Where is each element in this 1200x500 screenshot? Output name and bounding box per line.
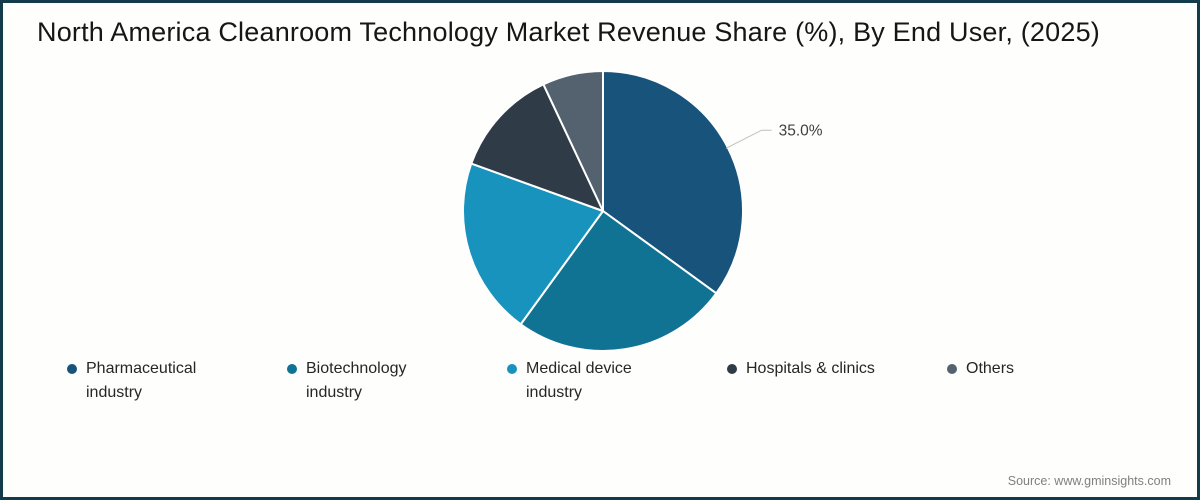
pie-slice-1[interactable]	[519, 210, 718, 352]
legend-swatch-icon	[67, 364, 77, 374]
pie-slice-3[interactable]	[470, 83, 604, 212]
legend-label: Medical device industry	[526, 360, 632, 401]
pie-chart-svg: 35.0%	[462, 70, 823, 352]
legend-item-0[interactable]: Pharmaceutical industry	[67, 357, 287, 405]
legend-item-2[interactable]: Medical device industry	[507, 357, 727, 405]
callout-leader-line	[725, 129, 772, 149]
legend-swatch-icon	[507, 364, 517, 374]
pie-slice-2[interactable]	[462, 162, 604, 326]
legend-label: Biotechnology industry	[306, 360, 407, 401]
chart-title: North America Cleanroom Technology Marke…	[37, 17, 1100, 47]
data-label: 35.0%	[779, 123, 823, 140]
legend-swatch-icon	[727, 364, 737, 374]
legend-swatch-icon	[947, 364, 957, 374]
legend-item-1[interactable]: Biotechnology industry	[287, 357, 507, 405]
legend-item-4[interactable]: Others	[947, 357, 1167, 405]
pie-chart: 35.0%	[3, 3, 1197, 497]
legend-swatch-icon	[287, 364, 297, 374]
pie-slice-4[interactable]	[542, 70, 604, 212]
source-credit: Source: www.gminsights.com	[1007, 474, 1171, 488]
legend-label: Others	[966, 360, 1015, 377]
legend-label: Pharmaceutical industry	[86, 360, 197, 401]
legend: Pharmaceutical industry Biotechnology ind…	[67, 357, 1167, 405]
legend-item-3[interactable]: Hospitals & clinics	[727, 357, 947, 405]
legend-label: Hospitals & clinics	[746, 360, 875, 377]
